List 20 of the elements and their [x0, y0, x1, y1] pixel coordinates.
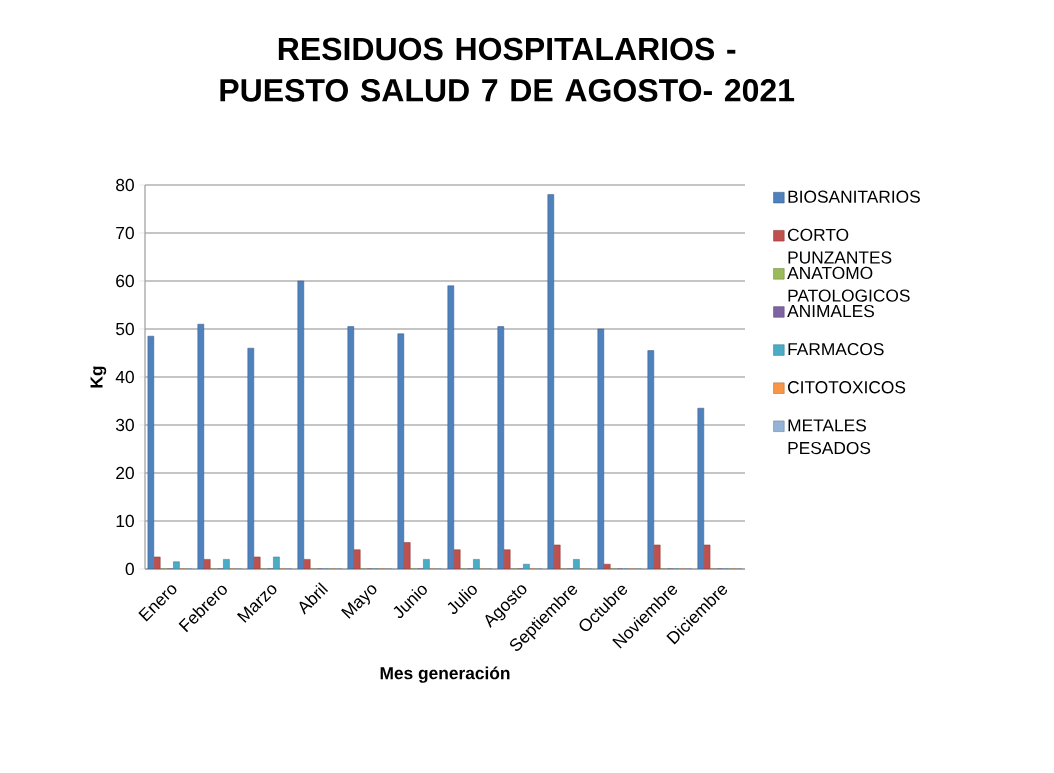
y-tick-label: 50 [116, 322, 134, 336]
y-axis-title: Kg [90, 366, 107, 388]
legend-label: FARMACOS [788, 343, 884, 356]
y-tick-label: 0 [125, 562, 134, 576]
y-tick-label: 30 [115, 418, 134, 432]
legend-label: ANIMALES [787, 304, 874, 318]
y-tick-label: 10 [116, 514, 134, 528]
legend-label: ANATOMO PATOLOGICOS [787, 266, 910, 302]
x-axis-title: Mes generación [380, 666, 510, 683]
y-tick-label: 70 [116, 226, 134, 240]
legend-label: METALES PESADOS [788, 419, 871, 455]
chart-title: RESIDUOS HOSPITALARIOS - PUESTO SALUD 7 DE AGOSTO- 2021 [220, 37, 795, 102]
y-tick-label: 80 [116, 178, 134, 192]
y-tick-label: 40 [115, 370, 134, 384]
x-tick-label: Julio [447, 585, 477, 614]
y-tick-label: 60 [116, 274, 134, 288]
y-tick-label: 20 [116, 466, 134, 480]
legend-label: CORTO PUNZANTES [788, 228, 892, 264]
legend-label: CITOTOXICOS [788, 381, 906, 394]
legend-label: BIOSANITARIOS [788, 190, 920, 203]
